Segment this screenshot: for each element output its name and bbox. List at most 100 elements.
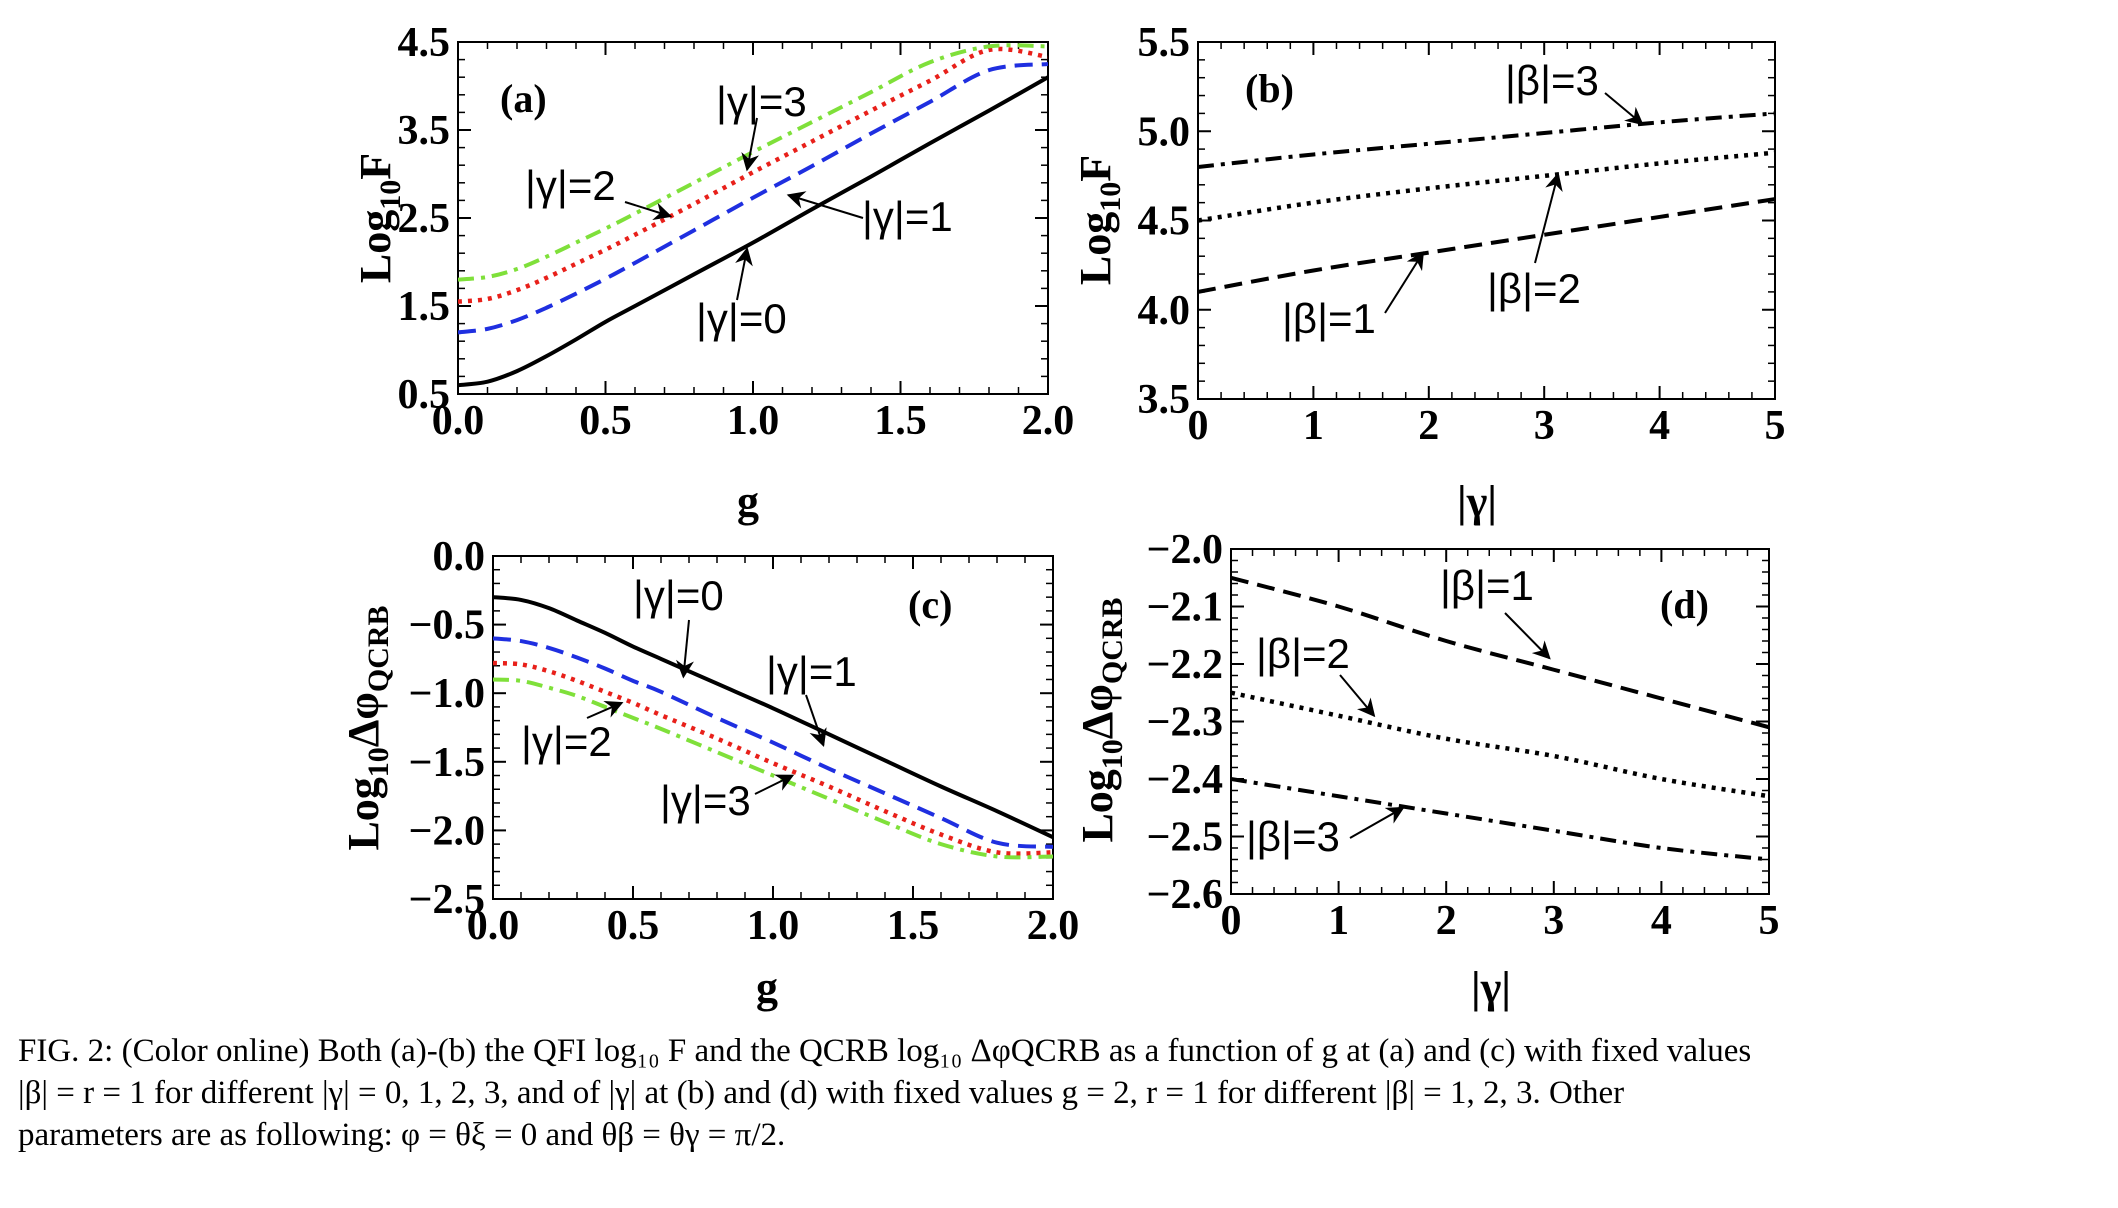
panel-d-xtick-label: 4: [1651, 898, 1672, 944]
panel-a-xtick-label: 0.5: [579, 398, 632, 444]
panel-d: 0 1 2 3 4 5 −2.0 −2.1 −2.2 −2.3 −2.4 −2.5 −2.6 (d) |γ|…: [1073, 527, 1780, 1012]
panel-d-ytick-label: −2.1: [1147, 585, 1223, 631]
caption-line-2: |β| = r = 1 for different |γ| = 0, 1, 2,…: [18, 1075, 1625, 1111]
panel-b-annotation-arrow-1: [1534, 172, 1563, 264]
panel-b-ytick-label: 5.5: [1138, 20, 1191, 66]
panel-c-annotation-3: |γ|=3: [660, 777, 751, 824]
panel-a-ytick-label: 3.5: [398, 108, 451, 154]
panel-c-xtick-label: 2.0: [1027, 903, 1080, 949]
panel-c-xtick-label: 0.0: [467, 903, 520, 949]
panel-d-xtick-label: 5: [1759, 898, 1780, 944]
panel-c-annotation-2: |γ|=2: [521, 718, 612, 765]
panel-d-ytick-label: −2.0: [1147, 527, 1223, 573]
panel-c-ytick-label: −1.0: [409, 671, 485, 717]
panel-c-xlabel: g: [756, 963, 778, 1012]
panel-c-xtick-label: 0.5: [607, 903, 660, 949]
panel-b-series-1: [1198, 150, 1775, 223]
panel-a-series-1: [458, 62, 1048, 335]
panel-b-annotation-arrow-2: [1384, 251, 1424, 314]
panel-a-annotation-arrow-2: [786, 191, 864, 219]
panel-a-series-3: [458, 43, 1048, 282]
panel-c-xtick-label: 1.0: [747, 903, 800, 949]
panel-b: 0 1 2 3 4 5 3.5 4.0 4.5 5.0 5.5 (b) |γ| Log10F |β|=3 |β…: [1071, 20, 1786, 526]
panel-d-ylabel: Log10ΔφQCRB: [1073, 597, 1129, 842]
panel-b-annotation-arrow-0: [1604, 92, 1644, 126]
panel-d-annotation-arrow-2: [1349, 806, 1405, 839]
panel-d-ytick-label: −2.6: [1147, 872, 1223, 918]
panel-c-ytick-label: 0.0: [433, 534, 486, 580]
panel-a-tag: (a): [500, 76, 547, 121]
panel-a-series-2: [458, 46, 1048, 304]
panel-c-ytick-label: −2.5: [409, 877, 485, 923]
panel-d-annotation-0: |β|=1: [1440, 562, 1534, 609]
panel-d-ytick-label: −2.2: [1147, 642, 1223, 688]
panel-b-xtick-label: 0: [1188, 403, 1209, 449]
panel-a-series-0: [458, 75, 1048, 388]
panel-d-tag: (d): [1660, 582, 1709, 627]
figure-caption: FIG. 2: (Color online) Both (a)-(b) the …: [18, 1030, 2108, 1156]
panel-d-annotation-1: |β|=2: [1256, 630, 1350, 677]
panel-c-annotation-1: |γ|=1: [766, 648, 857, 695]
panel-b-ylabel: Log10F: [1071, 155, 1127, 285]
panel-c-series-1: [493, 636, 1053, 849]
panel-a-xtick-label: 1.5: [874, 398, 927, 444]
panel-c-ylabel: Log10ΔφQCRB: [339, 605, 395, 850]
panel-b-annotation-2: |β|=1: [1282, 295, 1376, 342]
panel-a-xtick-label: 2.0: [1022, 398, 1075, 444]
panel-c-annotation-arrow-2: [586, 701, 624, 719]
panel-d-ytick-label: −2.4: [1147, 757, 1223, 803]
panel-c-tag: (c): [908, 582, 952, 627]
panel-b-xtick-label: 3: [1534, 403, 1555, 449]
panel-a-annotation-0: |γ|=3: [716, 78, 807, 125]
panel-b-tag: (b): [1245, 66, 1294, 111]
panel-a-ylabel: Log10F: [351, 153, 407, 283]
panel-d-xtick-label: 1: [1328, 898, 1349, 944]
panel-d-ytick-label: −2.3: [1147, 700, 1223, 746]
figure-2-chart-grid: 0.0 0.5 1.0 1.5 2.00.51.52.53.54.5(a)gLog10F…: [339, 20, 1786, 1012]
panel-c-annotation-0: |γ|=0: [633, 572, 724, 619]
panel-b-ytick-label: 4.0: [1138, 288, 1191, 334]
panel-a-xlabel: g: [737, 477, 759, 526]
panel-d-series-2: [1231, 777, 1769, 862]
panel-c-xtick-label: 1.5: [887, 903, 940, 949]
panel-b-series-2: [1198, 111, 1775, 169]
panel-a-annotation-3: |γ|=0: [696, 295, 787, 342]
panel-b-ytick-label: 5.0: [1138, 109, 1191, 155]
panel-a-ytick-label: 4.5: [398, 20, 451, 66]
panel-c-ytick-label: −2.0: [409, 808, 485, 854]
panel-a-annotation-arrow-3: [735, 247, 753, 301]
panel-d-annotation-arrow-1: [1339, 674, 1376, 718]
panel-d-series-0: [1231, 575, 1769, 730]
panel-a-ytick-label: 0.5: [398, 372, 451, 418]
panel-a: 0.0 0.5 1.0 1.5 2.00.51.52.53.54.5(a)gLog10F…: [351, 20, 1074, 526]
panel-c: 0.0 0.5 1.0 1.5 2.0 0.0 −0.5 −1.0 −1.5 −2.0 −2.5 (c…: [339, 534, 1079, 1012]
caption-line-1: FIG. 2: (Color online) Both (a)-(b) the …: [18, 1033, 1752, 1069]
panel-d-annotation-2: |β|=3: [1246, 813, 1340, 860]
panel-b-xtick-label: 2: [1418, 403, 1439, 449]
panel-c-ytick-label: −1.5: [409, 740, 485, 786]
panel-d-xlabel: |γ|: [1471, 963, 1511, 1012]
panel-b-xlabel: |γ|: [1457, 477, 1497, 526]
panel-b-annotation-1: |β|=2: [1487, 265, 1581, 312]
panel-a-xtick-label: 0.0: [432, 398, 485, 444]
panel-c-annotation-arrow-0: [676, 619, 694, 679]
panel-a-annotation-arrow-1: [624, 201, 673, 220]
panel-b-xtick-label: 4: [1649, 403, 1670, 449]
panel-d-ytick-label: −2.5: [1147, 815, 1223, 861]
panel-b-xtick-label: 1: [1303, 403, 1324, 449]
panel-a-annotation-1: |γ|=2: [525, 162, 616, 209]
panel-a-ytick-label: 2.5: [398, 196, 451, 242]
panel-a-annotation-arrow-0: [741, 117, 759, 172]
panel-d-annotation-arrow-0: [1504, 612, 1551, 660]
panel-b-annotation-0: |β|=3: [1505, 57, 1599, 104]
caption-line-3: parameters are as following: φ = θξ = 0 …: [18, 1117, 786, 1153]
panel-d-series-1: [1231, 690, 1769, 799]
panel-c-annotation-arrow-3: [754, 774, 795, 795]
panel-b-xtick-label: 5: [1765, 403, 1786, 449]
panel-c-series-3: [493, 677, 1053, 860]
panel-c-ytick-label: −0.5: [409, 603, 485, 649]
panel-b-ytick-label: 4.5: [1138, 199, 1191, 245]
panel-d-xtick-label: 0: [1221, 898, 1242, 944]
panel-c-annotation-arrow-1: [805, 694, 827, 748]
panel-a-ytick-label: 1.5: [398, 284, 451, 330]
